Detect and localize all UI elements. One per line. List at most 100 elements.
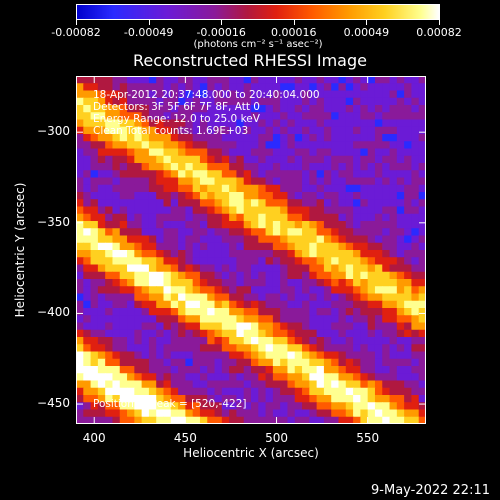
heatmap-cell xyxy=(90,257,99,266)
heatmap-cell xyxy=(251,373,259,382)
heatmap-cell xyxy=(134,315,143,324)
heatmap-cell xyxy=(258,300,267,309)
heatmap-cell xyxy=(76,286,84,295)
heatmap-cell xyxy=(309,221,318,229)
heatmap-cell xyxy=(367,163,376,171)
heatmap-cell xyxy=(76,315,84,324)
heatmap-cell xyxy=(119,213,128,222)
heatmap-cell xyxy=(83,279,92,287)
heatmap-cell xyxy=(163,264,172,273)
heatmap-cell xyxy=(374,184,383,193)
heatmap-cell xyxy=(90,373,99,382)
heatmap-cell xyxy=(156,329,165,338)
heatmap-cell xyxy=(119,271,128,280)
heatmap-cell xyxy=(83,199,92,208)
heatmap-cell xyxy=(316,105,325,113)
heatmap-cell xyxy=(316,358,325,367)
heatmap-cell xyxy=(338,279,347,287)
heatmap-cell xyxy=(265,177,274,186)
heatmap-cell xyxy=(221,380,230,389)
heatmap-cell xyxy=(163,344,172,353)
heatmap-cell xyxy=(221,351,230,360)
heatmap-cell xyxy=(221,366,230,374)
heatmap-cell xyxy=(316,250,325,258)
heatmap-cell xyxy=(374,257,383,266)
heatmap-cell xyxy=(192,163,201,171)
heatmap-cell xyxy=(127,279,135,287)
heatmap-cell xyxy=(287,402,296,411)
heatmap-cell xyxy=(367,315,376,324)
heatmap-cell xyxy=(404,380,413,389)
heatmap-cell xyxy=(389,90,398,99)
heatmap-cell xyxy=(418,148,426,157)
heatmap-cell xyxy=(134,373,143,382)
heatmap-cell xyxy=(229,271,238,280)
heatmap-cell xyxy=(119,380,128,389)
heatmap-cell xyxy=(323,322,332,331)
heatmap-cell xyxy=(163,380,172,389)
heatmap-cell xyxy=(90,286,99,295)
heatmap-cell xyxy=(207,308,216,316)
heatmap-cell xyxy=(258,416,267,424)
heatmap-cell xyxy=(97,213,106,222)
heatmap-cell xyxy=(134,170,143,179)
heatmap-cell xyxy=(389,373,398,382)
heatmap-cell xyxy=(418,228,426,237)
heatmap-cell xyxy=(156,250,165,258)
heatmap-cell xyxy=(185,206,194,215)
heatmap-cell xyxy=(251,416,259,424)
heatmap-cell xyxy=(134,286,143,295)
heatmap-cell xyxy=(156,322,165,331)
heatmap-cell xyxy=(185,387,194,396)
heatmap-cell xyxy=(258,337,267,345)
heatmap-cell xyxy=(316,112,325,121)
heatmap-cell xyxy=(382,293,391,302)
heatmap-cell xyxy=(134,279,143,287)
heatmap-cell xyxy=(97,416,106,424)
heatmap-cell xyxy=(265,126,274,135)
heatmap-cell xyxy=(141,192,150,200)
heatmap-cell xyxy=(214,322,223,331)
heatmap-cell xyxy=(294,380,303,389)
heatmap-cell xyxy=(287,300,296,309)
heatmap-cell xyxy=(345,387,354,396)
heatmap-cell xyxy=(382,387,391,396)
heatmap-cell xyxy=(353,387,361,396)
heatmap-cell xyxy=(192,351,201,360)
heatmap-cell xyxy=(243,105,252,113)
heatmap-cell xyxy=(134,76,143,84)
heatmap-cell xyxy=(127,148,135,157)
heatmap-cell xyxy=(418,170,426,179)
heatmap-cell xyxy=(374,155,383,164)
heatmap-cell xyxy=(287,322,296,331)
heatmap-cell xyxy=(207,97,216,106)
heatmap-cell xyxy=(119,279,128,287)
heatmap-cell xyxy=(367,76,376,84)
heatmap-cell xyxy=(411,90,420,99)
heatmap-cell xyxy=(338,322,347,331)
heatmap-cell xyxy=(258,358,267,367)
heatmap-cell xyxy=(411,366,420,374)
heatmap-cell xyxy=(236,366,245,374)
heatmap-cell xyxy=(302,257,310,266)
heatmap-cell xyxy=(367,170,376,179)
heatmap-cell xyxy=(97,112,106,121)
heatmap-cell xyxy=(207,402,216,411)
heatmap-cell xyxy=(265,373,274,382)
heatmap-cell xyxy=(389,380,398,389)
heatmap-cell xyxy=(389,163,398,171)
heatmap-cell xyxy=(396,264,405,273)
heatmap-cell xyxy=(323,177,332,186)
heatmap-cell xyxy=(418,279,426,287)
heatmap-cell xyxy=(90,163,99,171)
heatmap-cell xyxy=(353,141,361,150)
heatmap-cell xyxy=(148,155,157,164)
heatmap-cell xyxy=(90,141,99,150)
heatmap-cell xyxy=(214,134,223,142)
heatmap-cell xyxy=(170,402,179,411)
heatmap-cell xyxy=(382,358,391,367)
heatmap-cell xyxy=(396,366,405,374)
heatmap-cell xyxy=(345,329,354,338)
heatmap-cell xyxy=(309,184,318,193)
heatmap-cell xyxy=(287,221,296,229)
